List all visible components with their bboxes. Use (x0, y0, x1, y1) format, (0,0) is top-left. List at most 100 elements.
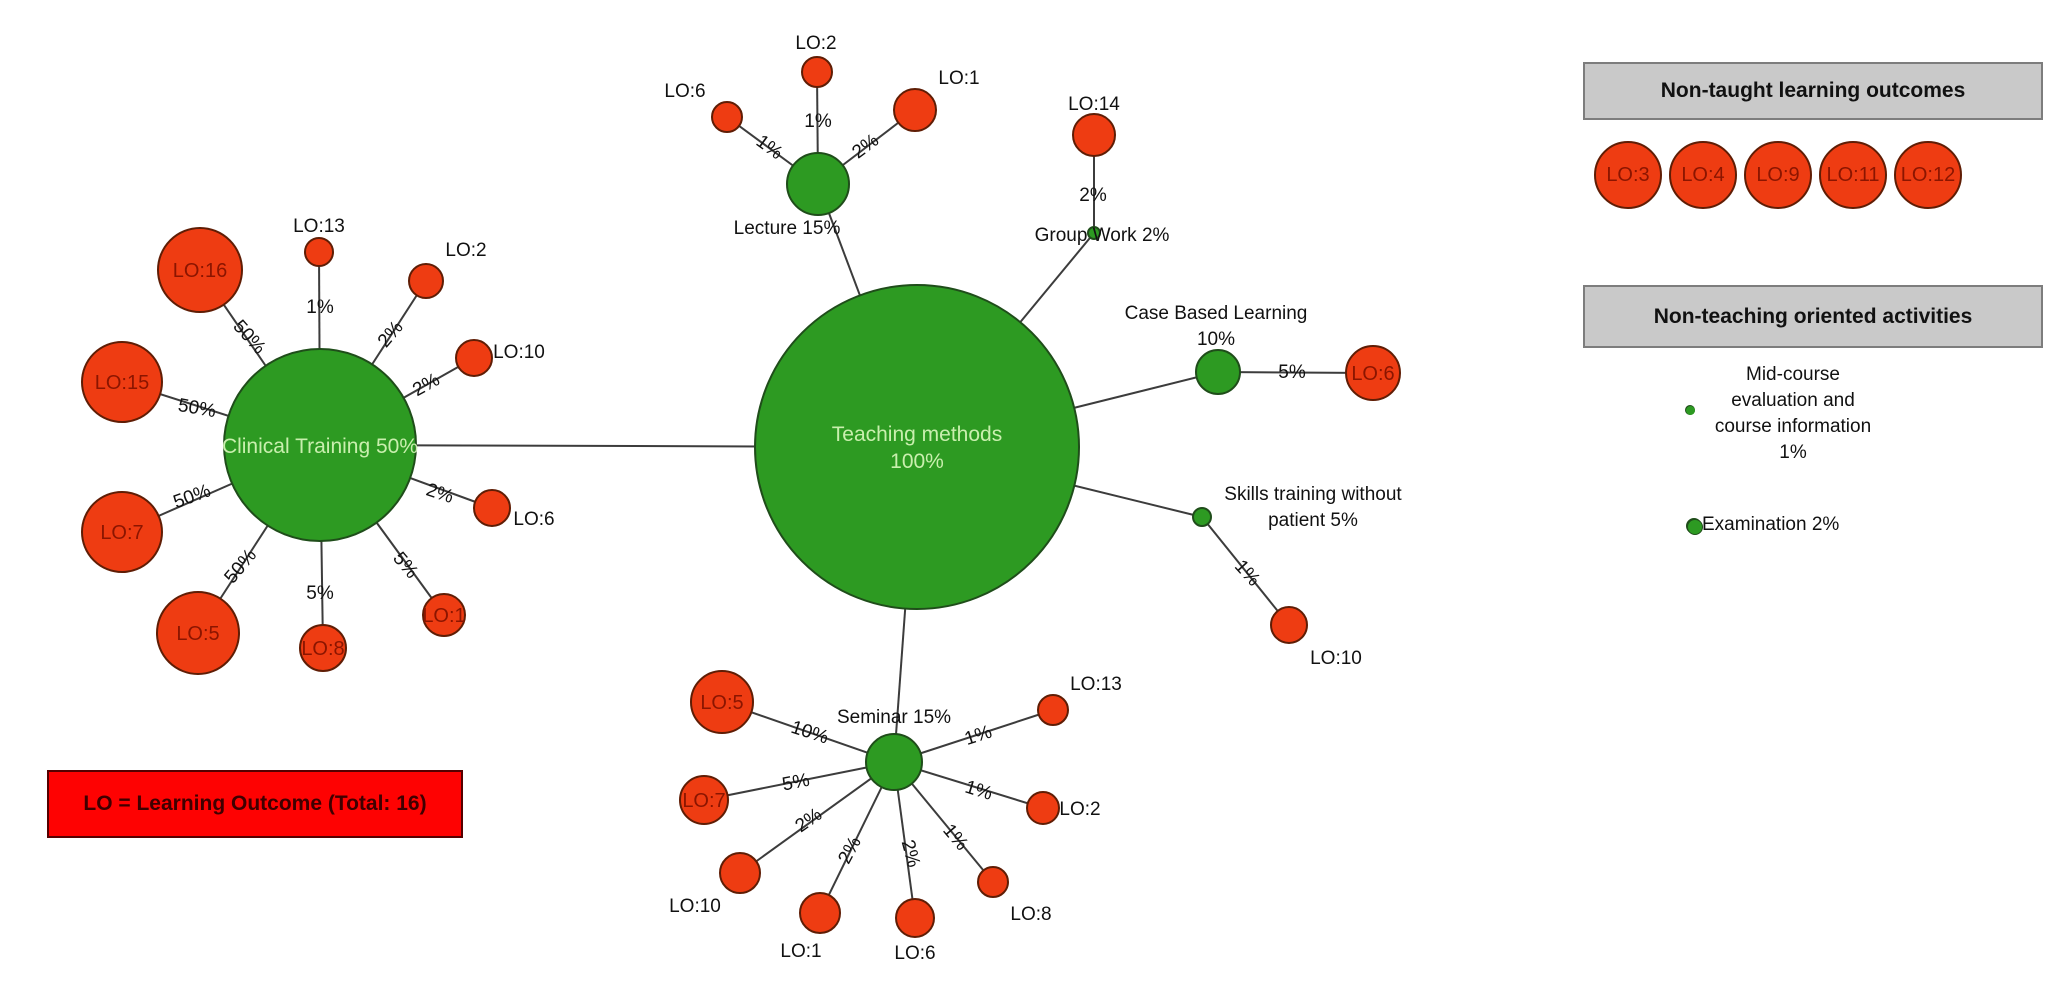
float-label-0-0: Lecture 15% (734, 218, 841, 239)
node-clinical-lo13 (304, 237, 334, 267)
edge-label-22: 10% (788, 717, 831, 749)
midcourse-dot-icon (1686, 406, 1695, 415)
node-seminar-lo5 (690, 670, 754, 734)
non-taught-outcomes-header: Non-taught learning outcomes (1583, 62, 2043, 120)
edge-label-19: 2% (1079, 185, 1107, 206)
node-teaching-methods-label-1: 100% (890, 450, 944, 473)
non-taught-outcomes-header-text: Non-taught learning outcomes (1660, 79, 1966, 102)
node-clinical-lo15 (81, 341, 163, 423)
midcourse-line-1: Mid-course (1746, 364, 1840, 385)
non-teaching-activities-header: Non-teaching oriented activities (1583, 285, 2043, 348)
float-label-5-0: LO:13 (293, 216, 345, 237)
midcourse-evaluation-label: Mid-course evaluation and course informa… (1700, 362, 1886, 466)
node-seminar-lo7-label: LO:7 (682, 790, 725, 812)
edge-label-9: 2% (423, 480, 456, 508)
float-label-2-1: 10% (1197, 329, 1235, 350)
edge-label-28: 1% (962, 777, 995, 805)
midcourse-line-4: 1% (1779, 442, 1807, 463)
node-skills-lo10 (1270, 606, 1308, 644)
float-label-19-0: LO:13 (1070, 674, 1122, 695)
float-label-4-1: patient 5% (1268, 510, 1358, 531)
float-label-7-0: LO:10 (493, 342, 545, 363)
node-clinical-lo15-label: LO:15 (95, 372, 149, 394)
node-group-work (1087, 226, 1101, 240)
edge-label-3: 2% (409, 369, 443, 401)
edge-label-20: 5% (1278, 362, 1306, 383)
node-clinical-lo8-label: LO:8 (301, 638, 344, 660)
edge-label-17: 1% (804, 111, 832, 132)
examination-dot-icon (1687, 519, 1703, 535)
non-taught-circle-lo-3: LO:3 (1594, 141, 1662, 209)
non-taught-circle-lo-12: LO:12 (1894, 141, 1962, 209)
float-label-14-0: LO:10 (669, 896, 721, 917)
node-teaching-methods (754, 284, 1080, 610)
float-label-8-0: LO:6 (513, 509, 554, 530)
midcourse-line-2: evaluation and (1731, 390, 1855, 411)
edge-label-21: 1% (1230, 556, 1264, 591)
edge-label-6: 50% (221, 545, 262, 588)
node-groupwork-lo14 (1072, 113, 1116, 157)
float-label-2-0: Case Based Learning (1125, 303, 1308, 324)
edge-line-21 (1201, 516, 1290, 626)
node-teaching-methods-label-0: Teaching methods (832, 423, 1002, 446)
node-clinical-lo6 (473, 489, 511, 527)
edge-label-18: 2% (848, 130, 883, 163)
node-clinical-training (223, 348, 417, 542)
node-clinical-lo16-label: LO:16 (173, 260, 227, 282)
node-clinical-training-label: Clinical Training 50% (222, 435, 418, 458)
node-clinical-lo1-label: LO:1 (422, 605, 465, 627)
float-label-4-0: Skills training without (1224, 484, 1402, 505)
float-label-11-0: LO:1 (938, 68, 979, 89)
lo-legend-text: LO = Learning Outcome (Total: 16) (83, 792, 427, 815)
node-cbl-lo6 (1345, 345, 1401, 401)
edge-label-2: 2% (374, 317, 408, 352)
node-seminar-lo2 (1026, 791, 1060, 825)
float-label-15-0: LO:1 (780, 941, 821, 962)
node-clinical-lo8 (299, 624, 347, 672)
examination-label: Examination 2% (1702, 514, 1840, 535)
non-teaching-activities-header-text: Non-teaching oriented activities (1653, 304, 1973, 328)
node-clinical-lo10 (455, 339, 493, 377)
node-lecture-lo6 (711, 101, 743, 133)
float-label-1-0: Seminar 15% (837, 707, 951, 728)
non-taught-circle-lo-4: LO:4 (1669, 141, 1737, 209)
edge-label-0: 50% (229, 316, 270, 358)
edge-line-24 (739, 761, 895, 874)
edge-label-29: 1% (962, 722, 995, 750)
node-lecture-lo2 (801, 56, 833, 88)
edge-label-16: 1% (752, 131, 787, 164)
non-taught-circle-lo-11: LO:11 (1819, 141, 1887, 209)
edge-label-5: 50% (171, 480, 214, 513)
edge-line-23 (703, 761, 895, 801)
float-label-3-0: Group Work 2% (1035, 225, 1170, 246)
float-label-10-0: LO:2 (795, 33, 836, 54)
node-cbl-lo6-label: LO:6 (1351, 363, 1394, 385)
lo-legend-box: LO = Learning Outcome (Total: 16) (47, 770, 463, 838)
float-label-6-0: LO:2 (445, 240, 486, 261)
node-lecture-lo1 (893, 88, 937, 132)
node-clinical-lo5-label: LO:5 (176, 623, 219, 645)
float-label-13-0: LO:10 (1310, 648, 1362, 669)
node-clinical-lo7-label: LO:7 (100, 522, 143, 544)
float-label-17-0: LO:8 (1010, 904, 1051, 925)
node-seminar-lo6 (895, 898, 935, 938)
edge-label-7: 5% (306, 583, 334, 604)
non-taught-circle-lo-9: LO:9 (1744, 141, 1812, 209)
node-seminar-lo1 (799, 892, 841, 934)
node-clinical-lo1 (422, 593, 466, 637)
node-clinical-lo7 (81, 491, 163, 573)
float-label-9-0: LO:6 (664, 81, 705, 102)
node-seminar-lo8 (977, 866, 1009, 898)
node-case-based-learning (1195, 349, 1241, 395)
node-clinical-lo16 (157, 227, 243, 313)
node-clinical-lo5 (156, 591, 240, 675)
edge-label-23: 5% (780, 770, 811, 796)
midcourse-line-3: course information (1714, 416, 1872, 437)
float-label-16-0: LO:6 (894, 943, 935, 964)
edge-label-25: 2% (834, 833, 865, 867)
edge-label-4: 50% (176, 395, 217, 422)
node-seminar (865, 733, 923, 791)
node-seminar-lo13 (1037, 694, 1069, 726)
